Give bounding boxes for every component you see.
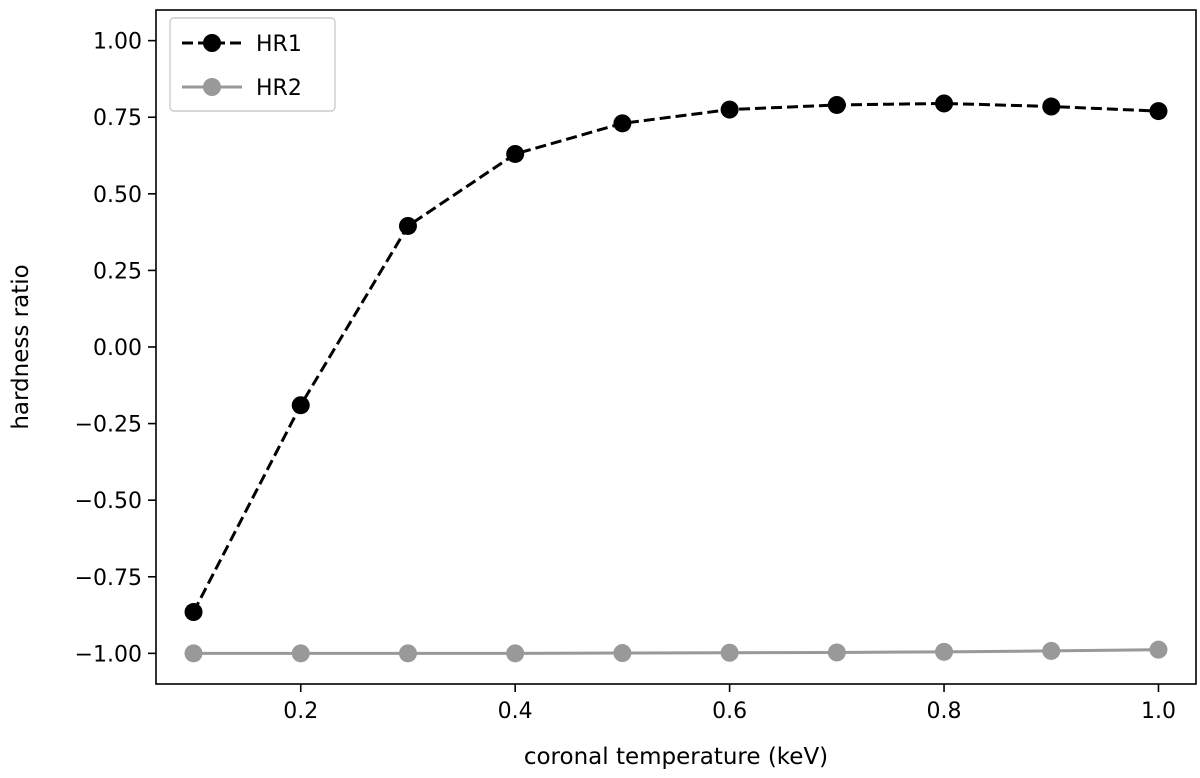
x-axis-label: coronal temperature (keV) xyxy=(524,744,828,770)
data-point-hr2 xyxy=(506,644,525,663)
data-point-hr1 xyxy=(1149,102,1168,121)
data-point-hr1 xyxy=(291,396,310,415)
data-point-hr2 xyxy=(1149,640,1168,659)
data-point-hr1 xyxy=(1042,97,1061,116)
x-axis: 0.2 0.4 0.6 0.8 1.0 xyxy=(283,684,1176,724)
y-tick-label: 0.00 xyxy=(93,336,142,361)
y-tick-label: 0.25 xyxy=(93,259,142,284)
y-axis-label: hardness ratio xyxy=(8,264,34,429)
y-tick-label: −1.00 xyxy=(75,642,142,667)
data-point-hr2 xyxy=(291,644,310,663)
series-line-hr1 xyxy=(192,101,1159,613)
x-tick-label: 1.0 xyxy=(1141,699,1176,724)
legend-box xyxy=(169,17,336,112)
legend-label-hr1: HR1 xyxy=(256,32,302,57)
series-line-hr2 xyxy=(193,648,1159,655)
y-tick-label: −0.75 xyxy=(75,566,142,591)
y-tick-label: −0.50 xyxy=(75,489,142,514)
legend: HR1 HR2 xyxy=(169,17,336,112)
data-point-hr2 xyxy=(720,643,739,662)
data-point-hr1 xyxy=(720,100,739,119)
y-axis: 1.00 0.75 0.50 0.25 0.00 −0.25 −0.50 −0.75 −1.00 xyxy=(75,30,156,667)
data-point-hr1 xyxy=(827,95,846,114)
data-point-hr2 xyxy=(935,642,954,661)
data-point-hr1 xyxy=(506,144,525,163)
y-tick-label: 0.50 xyxy=(93,183,142,208)
y-tick-label: −0.25 xyxy=(75,413,142,438)
data-point-hr2 xyxy=(827,643,846,662)
data-point-hr1 xyxy=(184,603,203,622)
legend-marker-hr1 xyxy=(203,34,221,52)
x-tick-label: 0.4 xyxy=(498,699,533,724)
data-point-hr1 xyxy=(398,216,417,235)
data-point-hr2 xyxy=(184,644,203,663)
plot-area xyxy=(184,94,1168,663)
x-tick-label: 0.8 xyxy=(927,699,962,724)
data-point-hr1 xyxy=(935,94,954,113)
y-tick-label: 1.00 xyxy=(93,30,142,55)
x-tick-label: 0.6 xyxy=(712,699,747,724)
data-point-hr2 xyxy=(398,644,417,663)
y-tick-label: 0.75 xyxy=(93,106,142,131)
data-point-hr1 xyxy=(613,114,632,133)
x-tick-label: 0.2 xyxy=(283,699,318,724)
legend-marker-hr2 xyxy=(203,78,221,96)
legend-label-hr2: HR2 xyxy=(256,76,302,101)
data-point-hr2 xyxy=(1042,641,1061,660)
data-point-hr2 xyxy=(613,644,632,663)
